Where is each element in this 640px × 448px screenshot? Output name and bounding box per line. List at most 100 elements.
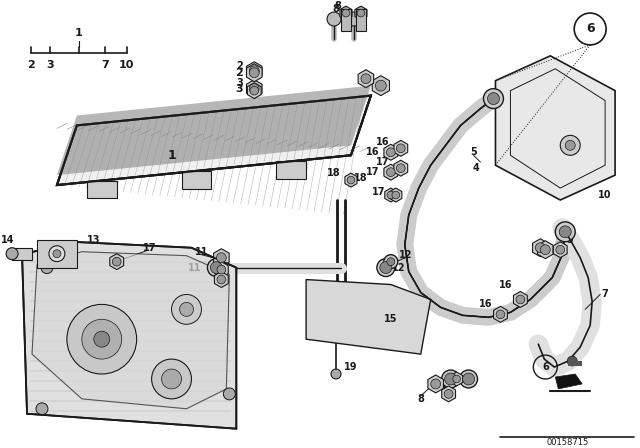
- Text: 8: 8: [417, 394, 424, 404]
- Circle shape: [460, 370, 477, 388]
- Text: 17: 17: [372, 187, 386, 197]
- Text: 2: 2: [236, 61, 243, 71]
- Circle shape: [53, 250, 61, 258]
- Polygon shape: [538, 241, 553, 258]
- Polygon shape: [394, 160, 408, 176]
- Text: 18: 18: [327, 168, 341, 178]
- Circle shape: [452, 375, 460, 383]
- Polygon shape: [37, 240, 77, 267]
- Circle shape: [113, 257, 121, 266]
- Circle shape: [567, 356, 577, 366]
- Circle shape: [347, 12, 361, 26]
- Text: 1: 1: [75, 28, 83, 38]
- Polygon shape: [513, 292, 527, 307]
- Circle shape: [161, 369, 182, 389]
- Polygon shape: [214, 262, 228, 278]
- Circle shape: [217, 265, 226, 274]
- Circle shape: [442, 370, 460, 388]
- Polygon shape: [442, 386, 456, 402]
- Text: 3: 3: [236, 84, 243, 94]
- Text: 00158715: 00158715: [546, 438, 588, 447]
- Polygon shape: [246, 80, 262, 98]
- Circle shape: [396, 164, 405, 172]
- Polygon shape: [390, 188, 402, 202]
- Polygon shape: [248, 83, 261, 99]
- Text: 16: 16: [376, 138, 390, 147]
- Circle shape: [392, 191, 399, 199]
- Polygon shape: [276, 161, 306, 179]
- Circle shape: [380, 262, 392, 274]
- Polygon shape: [246, 64, 262, 82]
- Circle shape: [483, 89, 504, 108]
- Polygon shape: [451, 372, 463, 386]
- Polygon shape: [182, 171, 211, 189]
- Circle shape: [250, 86, 259, 95]
- Circle shape: [559, 226, 572, 238]
- Polygon shape: [358, 70, 374, 88]
- Polygon shape: [32, 252, 229, 409]
- Circle shape: [223, 388, 236, 400]
- Text: 16: 16: [479, 299, 492, 310]
- Circle shape: [216, 253, 227, 263]
- Text: 8: 8: [333, 4, 339, 14]
- Circle shape: [387, 258, 395, 266]
- Circle shape: [211, 262, 222, 274]
- Text: 3: 3: [236, 78, 243, 88]
- Polygon shape: [345, 173, 357, 187]
- Circle shape: [36, 403, 48, 415]
- Text: 16: 16: [499, 280, 512, 289]
- Circle shape: [377, 258, 395, 276]
- Polygon shape: [385, 188, 397, 202]
- Circle shape: [172, 294, 202, 324]
- Text: 17: 17: [366, 167, 380, 177]
- Circle shape: [327, 12, 341, 26]
- Circle shape: [496, 310, 505, 319]
- Polygon shape: [384, 144, 397, 160]
- Text: 14: 14: [1, 235, 15, 245]
- Text: 11: 11: [188, 263, 202, 273]
- Circle shape: [357, 9, 365, 17]
- Circle shape: [82, 319, 122, 359]
- Text: 12: 12: [392, 263, 406, 273]
- Text: 17: 17: [143, 243, 156, 253]
- Polygon shape: [372, 76, 390, 95]
- Polygon shape: [110, 254, 124, 270]
- Text: 8: 8: [335, 1, 341, 11]
- Bar: [568, 361, 582, 366]
- Text: 13: 13: [87, 235, 100, 245]
- Text: 18: 18: [354, 173, 368, 183]
- Text: 7: 7: [101, 60, 109, 70]
- Circle shape: [560, 135, 580, 155]
- Polygon shape: [340, 6, 352, 20]
- Circle shape: [565, 140, 575, 150]
- Circle shape: [376, 80, 387, 91]
- Circle shape: [179, 302, 193, 316]
- Text: 11: 11: [195, 247, 208, 257]
- Polygon shape: [214, 249, 229, 267]
- Circle shape: [540, 245, 550, 254]
- Bar: [341, 9, 351, 31]
- Circle shape: [250, 84, 259, 94]
- Polygon shape: [246, 62, 262, 80]
- Text: 6: 6: [586, 22, 595, 35]
- Polygon shape: [214, 271, 228, 288]
- Text: 1: 1: [167, 149, 176, 162]
- Circle shape: [347, 177, 355, 184]
- Polygon shape: [394, 140, 408, 156]
- Polygon shape: [57, 86, 371, 175]
- Circle shape: [431, 379, 440, 389]
- Polygon shape: [306, 280, 431, 354]
- Circle shape: [250, 68, 259, 78]
- Polygon shape: [355, 6, 367, 20]
- Circle shape: [445, 373, 456, 385]
- Text: 8: 8: [440, 387, 447, 397]
- Polygon shape: [22, 242, 236, 429]
- Circle shape: [556, 222, 575, 242]
- Polygon shape: [493, 306, 508, 322]
- Text: 5: 5: [470, 147, 477, 157]
- Text: 2: 2: [236, 68, 243, 78]
- Circle shape: [536, 243, 545, 253]
- Text: 3: 3: [46, 60, 54, 70]
- Polygon shape: [384, 164, 397, 180]
- Bar: [356, 9, 366, 31]
